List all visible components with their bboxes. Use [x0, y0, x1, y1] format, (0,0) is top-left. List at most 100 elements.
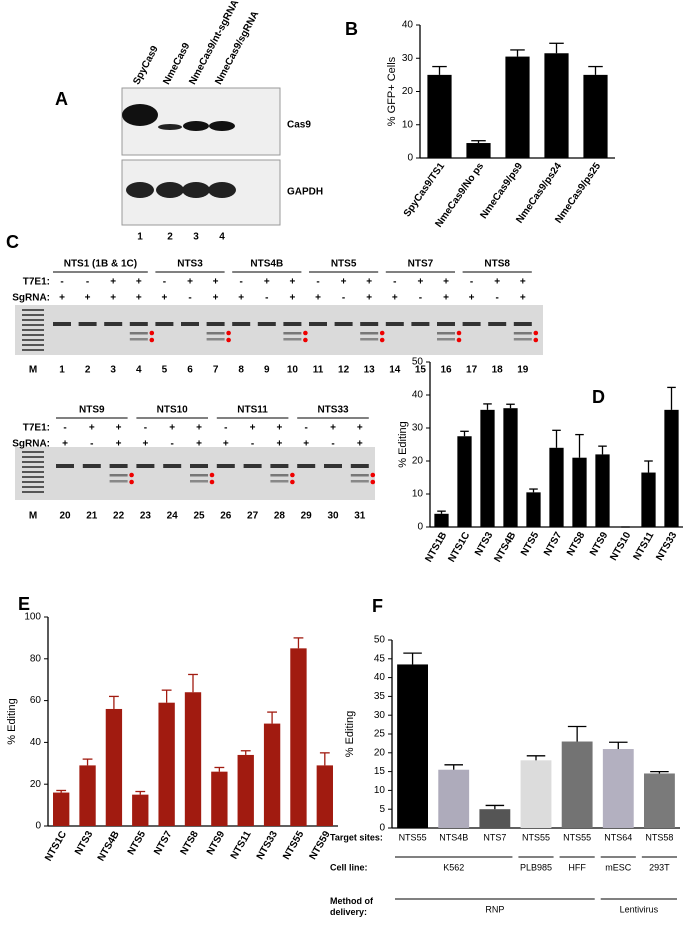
lane-number: 14 [389, 365, 401, 376]
y-tick-label: 35 [374, 691, 386, 702]
y-tick-label: 40 [374, 672, 386, 683]
cleavage-dot [209, 479, 215, 485]
x-tick-label: NTS3 [473, 530, 496, 558]
x-tick-label: NTS58 [645, 832, 673, 842]
bar [211, 771, 228, 826]
panel-letter: F [372, 596, 383, 616]
blot-row-label: GAPDH [287, 187, 323, 198]
gel-band [462, 322, 481, 326]
ladder-band [22, 451, 44, 453]
y-tick-label: 0 [417, 522, 423, 533]
bar [457, 436, 472, 527]
blot-band [158, 124, 182, 130]
bar [316, 765, 333, 826]
gel-band [56, 464, 74, 468]
x-tick-label: NTS11 [229, 829, 254, 861]
t7e1-sign: + [443, 277, 449, 288]
lane-number: 13 [364, 365, 376, 376]
t7e1-sign: + [357, 423, 363, 434]
gel-band [350, 474, 369, 477]
group-label: NTS3 [177, 259, 203, 270]
sgrna-sign: - [251, 439, 254, 450]
lane-number: 28 [274, 511, 286, 522]
t7e1-sign: - [163, 277, 166, 288]
lane-number: 2 [85, 365, 91, 376]
t7e1-sign: + [196, 423, 202, 434]
marker-label: M [29, 511, 37, 522]
lane-number: 24 [167, 511, 179, 522]
lane-number: 31 [354, 511, 366, 522]
lane-number: 9 [264, 365, 270, 376]
gel-band [82, 464, 101, 468]
ladder-band [22, 339, 44, 341]
bar [132, 794, 149, 826]
sgrna-sign: + [223, 439, 229, 450]
gel-band [309, 322, 327, 326]
bar [644, 773, 675, 828]
ladder-band [22, 324, 44, 326]
blot-band [122, 104, 158, 126]
gel-band [257, 322, 276, 326]
y-tick-label: 50 [412, 357, 424, 368]
cleavage-dot [533, 337, 539, 343]
gel-band [437, 338, 455, 341]
panel-letter: E [18, 594, 30, 614]
cleavage-dot [379, 330, 385, 336]
sgrna-sign: + [59, 293, 65, 304]
y-tick-label: 20 [30, 779, 42, 790]
lane-number: 16 [440, 365, 452, 376]
x-tick-label: NTS9 [588, 530, 611, 558]
y-tick-label: 60 [30, 695, 42, 706]
marker-label: M [29, 365, 37, 376]
x-tick-label: NTS55 [281, 829, 306, 862]
ladder-band [22, 491, 44, 493]
y-tick-label: 25 [374, 729, 386, 740]
gel-band [270, 464, 289, 468]
x-tick-label: NTS4B [96, 829, 122, 863]
bar [602, 749, 634, 828]
lane-label: SpyCas9 [131, 44, 161, 87]
ladder-band [22, 466, 44, 468]
x-tick-label: NTS5 [519, 530, 542, 558]
sgrna-sign: + [392, 293, 398, 304]
lane-number: 4 [219, 232, 225, 243]
blot-band [209, 121, 235, 131]
sgrna-sign: + [161, 293, 167, 304]
gel-band [283, 332, 302, 335]
bar [572, 457, 587, 527]
x-tick-label: NTS4B [492, 530, 518, 564]
bar [583, 74, 608, 158]
t7e1-sign: - [393, 277, 396, 288]
y-tick-label: 20 [412, 456, 424, 467]
y-tick-label: 80 [30, 653, 42, 664]
t7e1-sign: - [86, 277, 89, 288]
gel-band [360, 332, 379, 335]
lane-number: 22 [113, 511, 125, 522]
cell-line-label: mESC [605, 862, 632, 872]
cleavage-dot [533, 330, 539, 336]
gel-band [232, 322, 251, 326]
cleavage-dot [226, 337, 231, 343]
t7e1-sign: - [224, 423, 227, 434]
bar [549, 447, 564, 527]
gel-band [513, 338, 532, 341]
sgrna-sign: + [443, 293, 449, 304]
x-tick-label: NTS55 [522, 832, 550, 842]
t7e1-sign: + [417, 277, 423, 288]
sgrna-sign: - [188, 293, 191, 304]
y-tick-label: 45 [374, 653, 386, 664]
ladder-band [22, 476, 44, 478]
gel-band [437, 322, 455, 326]
cleavage-dot [456, 337, 462, 343]
bar [105, 708, 123, 826]
gel-band [283, 322, 302, 326]
group-label: NTS11 [237, 405, 268, 416]
cleavage-dot [290, 472, 295, 478]
sgrna-sign: + [116, 439, 122, 450]
gel-band [129, 338, 148, 341]
bar [526, 492, 541, 527]
cell-line-label: HFF [568, 862, 586, 872]
x-tick-label: NTS7 [483, 832, 506, 842]
bar [438, 769, 470, 828]
gel-band [136, 464, 155, 468]
